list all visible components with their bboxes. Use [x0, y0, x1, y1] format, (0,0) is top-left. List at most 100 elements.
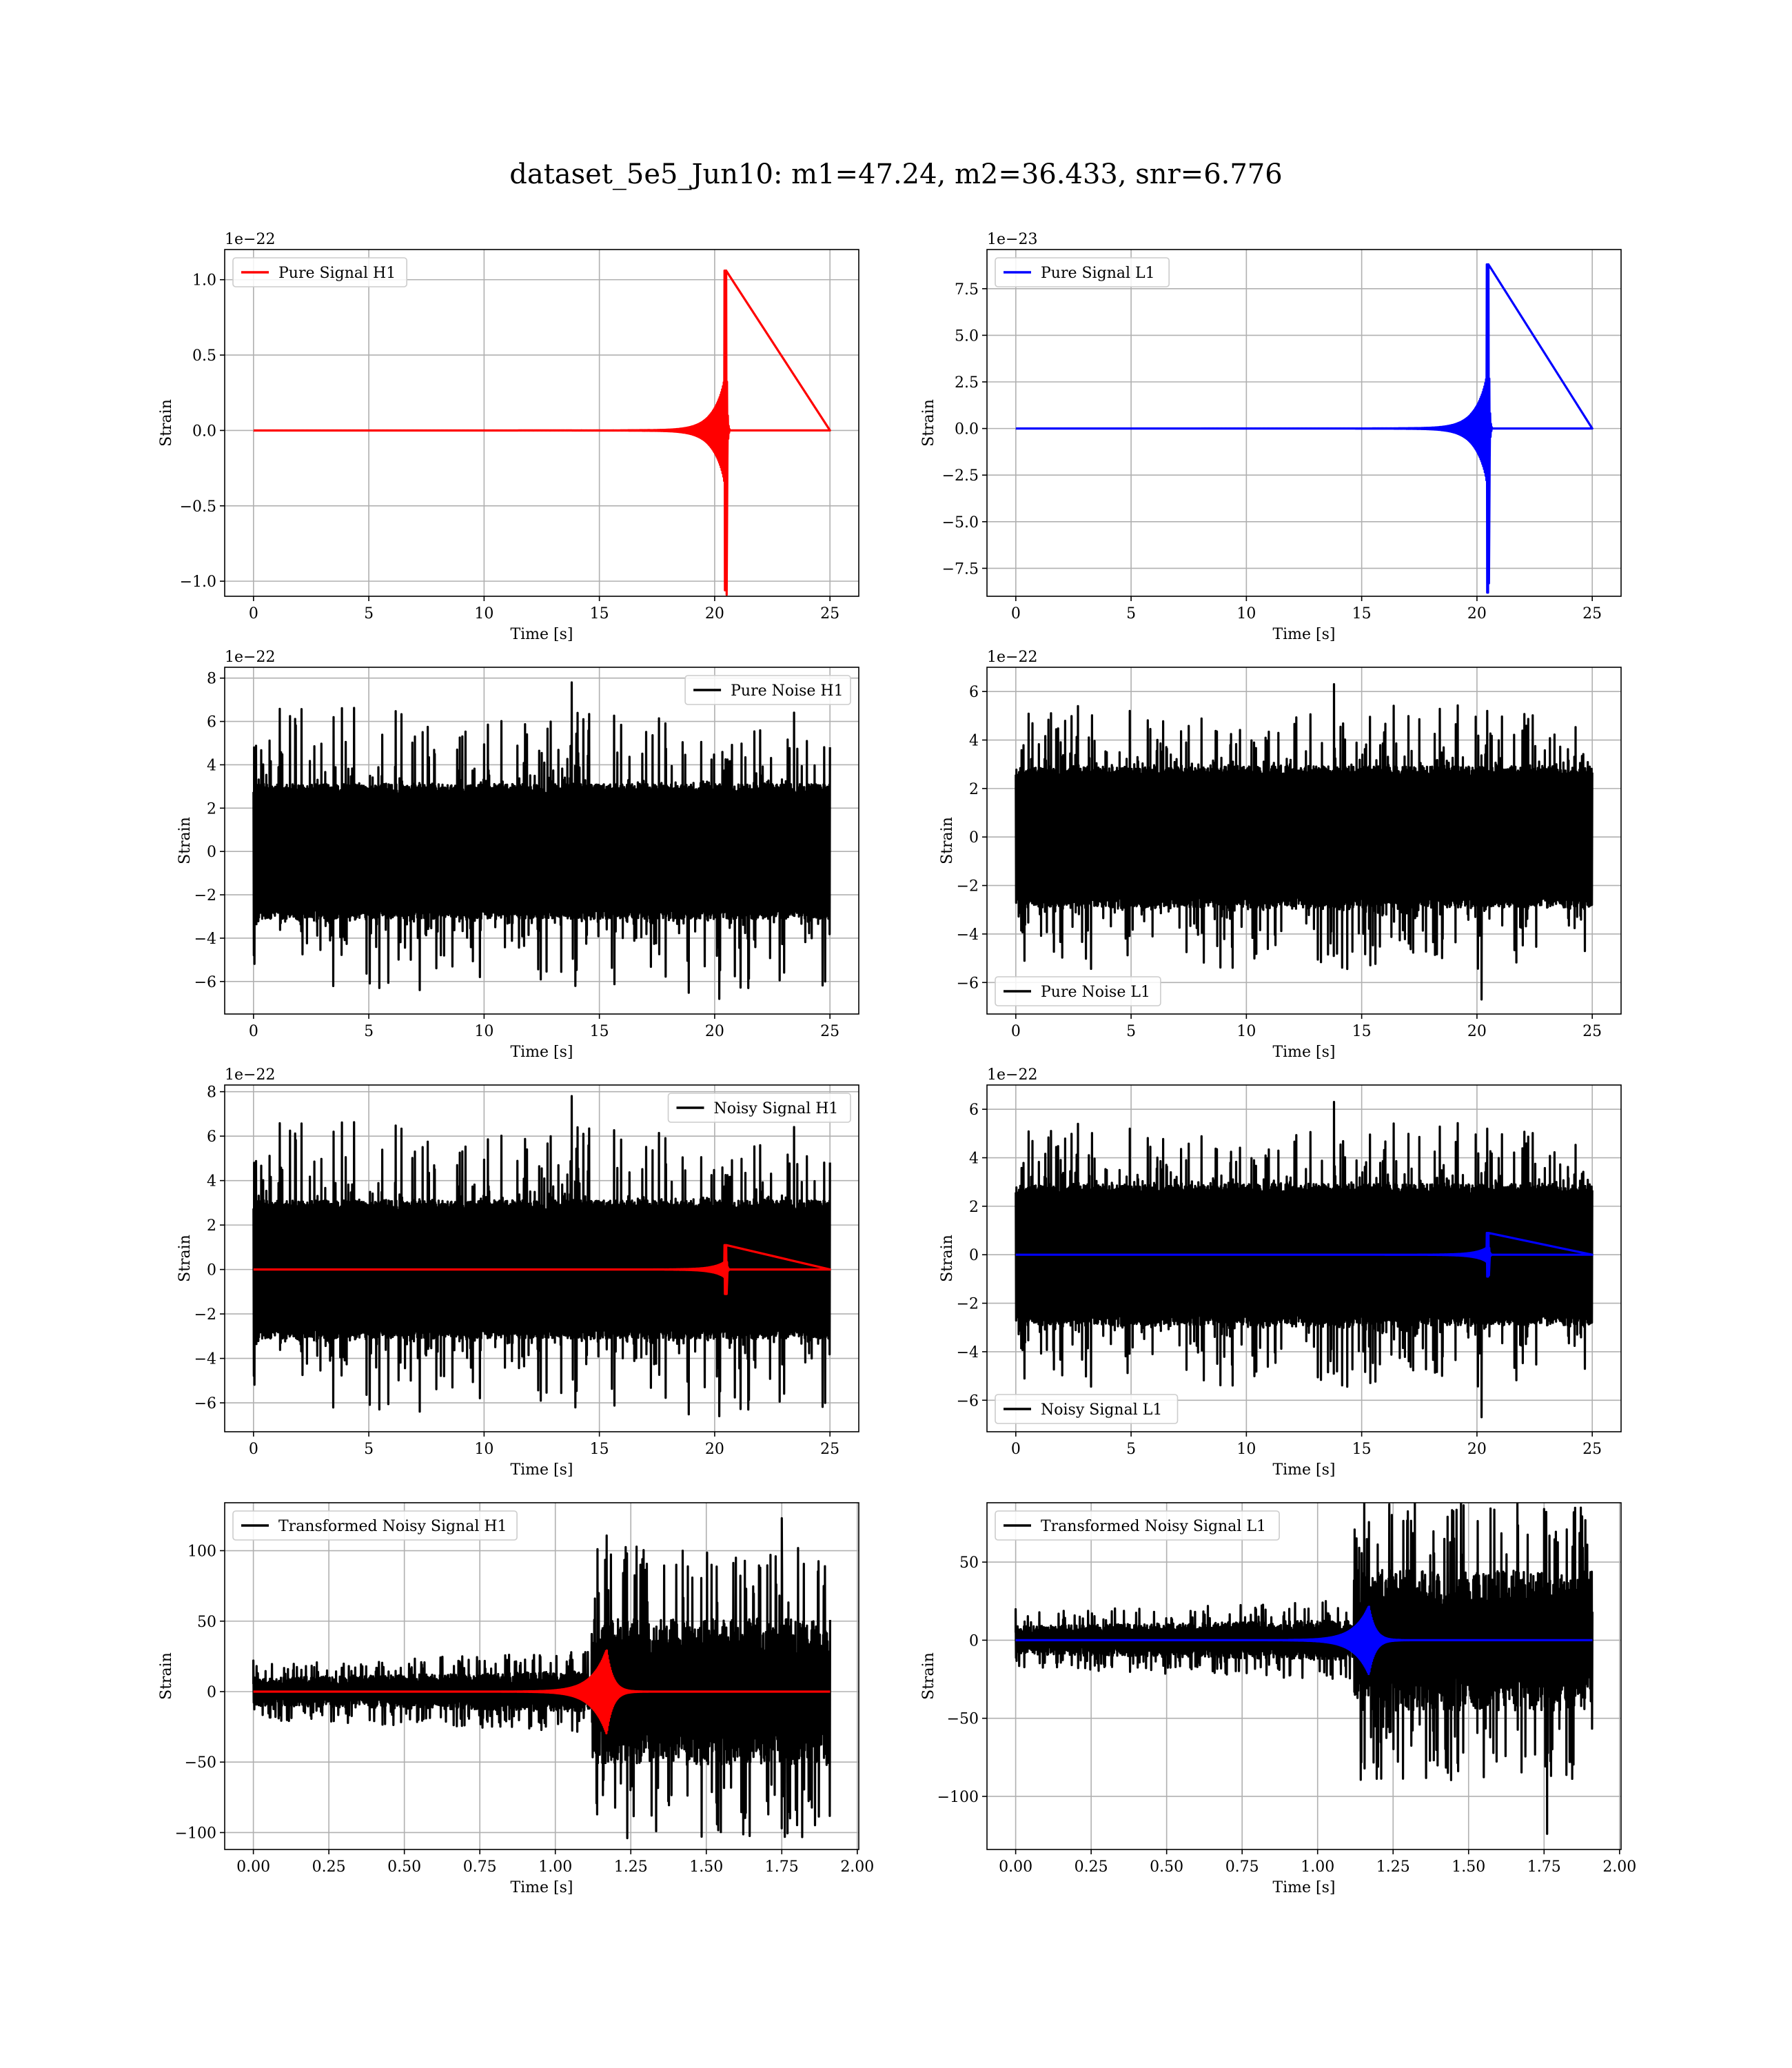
y-axis-label: Strain [176, 817, 194, 864]
legend-box [995, 976, 1161, 1006]
y-tick-label: 0.5 [192, 347, 216, 365]
x-axis-label: Time [s] [510, 1879, 573, 1896]
y-tick-label: 2 [207, 1217, 216, 1235]
chart-panel-pure-noise-l1: 0 5 10 15 20 25 −6 −4 −2 0 2 4 6 1e−22 Time [s] Strain P… [939, 649, 1622, 1061]
legend-label: Pure Signal L1 [1041, 265, 1155, 282]
offset-text: 1e−22 [225, 231, 275, 248]
series-line-0 [1015, 1503, 1594, 1835]
y-tick-label: −2 [957, 878, 979, 895]
y-tick-label: −6 [957, 1392, 979, 1410]
x-tick-label: 2.00 [840, 1858, 874, 1876]
y-tick-label: 6 [207, 714, 216, 731]
x-tick-label: 10 [474, 605, 493, 622]
x-tick-label: 5 [1126, 1441, 1136, 1458]
x-tick-label: 0.00 [999, 1858, 1032, 1876]
x-tick-label: 0 [1011, 1023, 1021, 1040]
x-tick-label: 0.75 [463, 1858, 497, 1876]
axes-frame [224, 1502, 859, 1850]
series-line-1 [252, 1649, 831, 1734]
series-line-0 [1015, 683, 1594, 1001]
chart-panel-transformed-h1: 0.00 0.25 0.50 0.75 1.00 1.25 1.50 1.75 2.00 −100… [158, 1502, 874, 1896]
y-axis-label: Strain [920, 399, 937, 447]
x-tick-label: 1.50 [689, 1858, 723, 1876]
x-tick-label: 25 [820, 605, 839, 622]
legend-box [232, 257, 407, 287]
y-tick-label: 1.0 [192, 272, 216, 290]
x-tick-label: 25 [820, 1441, 839, 1458]
y-tick-label: 0 [969, 829, 979, 847]
x-tick-label: 1.75 [1527, 1858, 1561, 1876]
y-axis-label: Strain [939, 1235, 956, 1282]
x-tick-label: 10 [1236, 1023, 1256, 1040]
series-line-0 [252, 681, 831, 1000]
x-tick-label: 1.25 [1376, 1858, 1410, 1876]
x-tick-label: 0.00 [236, 1858, 270, 1876]
legend: Transformed Noisy Signal H1 [232, 1510, 518, 1541]
x-axis-label: Time [s] [510, 626, 573, 643]
y-tick-label: −100 [937, 1789, 979, 1806]
y-tick-label: −4 [957, 926, 979, 944]
x-axis-label: Time [s] [1272, 1879, 1335, 1896]
plot-area [252, 1095, 831, 1417]
x-tick-label: 15 [590, 1441, 609, 1458]
y-tick-label: 0 [207, 844, 216, 861]
legend-label: Transformed Noisy Signal H1 [278, 1518, 507, 1535]
x-tick-label: 20 [1467, 605, 1487, 622]
offset-text: 1e−22 [987, 1066, 1037, 1084]
y-axis-label: Strain [158, 399, 175, 447]
x-axis-label: Time [s] [1272, 626, 1335, 643]
y-axis-label: Strain [176, 1235, 194, 1282]
y-tick-label: 4 [207, 757, 216, 774]
y-tick-label: 8 [207, 1084, 216, 1102]
x-tick-label: 0.50 [387, 1858, 421, 1876]
legend: Pure Noise H1 [684, 675, 851, 705]
x-tick-label: 0 [249, 605, 258, 622]
plot-area [1015, 263, 1594, 594]
legend: Pure Noise L1 [995, 976, 1161, 1006]
legend-box [995, 1394, 1179, 1424]
legend-label: Noisy Signal H1 [714, 1100, 839, 1117]
series-line-0 [252, 1517, 831, 1840]
legend-label: Pure Noise H1 [731, 682, 844, 700]
chart-panel-noisy-signal-h1: 0 5 10 15 20 25 −6 −4 −2 0 2 4 6 8 1e−22 Time [s] Strain… [176, 1066, 859, 1479]
x-tick-label: 0 [1011, 1441, 1021, 1458]
axes-frame [224, 249, 859, 597]
x-tick-label: 20 [705, 1441, 724, 1458]
y-tick-label: 2 [207, 800, 216, 818]
chart-panel-pure-noise-h1: 0 5 10 15 20 25 −6 −4 −2 0 2 4 6 8 1e−22 Time [s] Strain… [176, 649, 859, 1061]
x-axis-label: Time [s] [1272, 1461, 1335, 1479]
x-tick-label: 1.25 [614, 1858, 648, 1876]
legend-label: Noisy Signal L1 [1041, 1401, 1162, 1419]
series-line-0 [1015, 1101, 1594, 1419]
legend: Pure Signal H1 [232, 257, 407, 287]
x-tick-label: 0 [249, 1023, 258, 1040]
legend: Transformed Noisy Signal L1 [995, 1510, 1280, 1541]
series-line-1 [252, 1244, 831, 1295]
chart-panel-transformed-l1: 0.00 0.25 0.50 0.75 1.00 1.25 1.50 1.75 2.00 −100… [920, 1502, 1636, 1896]
offset-text: 1e−22 [225, 649, 275, 666]
x-tick-label: 10 [474, 1023, 493, 1040]
chart-panel-pure-signal-h1: 0 5 10 15 20 25 −1.0 −0.5 0.0 0.5 1.0 1e−22 Time [s]… [158, 231, 859, 643]
x-tick-label: 1.00 [538, 1858, 572, 1876]
x-tick-label: 25 [1582, 1023, 1602, 1040]
chart-panel-pure-signal-l1: 0 5 10 15 20 25 −7.5 −5.0 −2.5 0.0 2.5 5.0 7.5 1e−23 T… [920, 231, 1622, 643]
y-tick-label: 50 [959, 1554, 979, 1572]
legend-label: Pure Noise L1 [1041, 984, 1150, 1001]
y-tick-label: 50 [197, 1614, 216, 1631]
axes-frame [986, 667, 1622, 1015]
x-tick-label: 1.75 [765, 1858, 799, 1876]
offset-text: 1e−22 [225, 1066, 275, 1084]
y-tick-label: −2.5 [942, 467, 979, 485]
x-tick-label: 0.75 [1225, 1858, 1259, 1876]
x-tick-label: 25 [1582, 605, 1602, 622]
offset-text: 1e−23 [987, 231, 1037, 248]
y-tick-label: 0 [969, 1632, 979, 1650]
x-tick-label: 25 [1582, 1441, 1602, 1458]
y-tick-label: 7.5 [955, 281, 979, 298]
y-tick-label: 100 [187, 1543, 216, 1561]
y-tick-label: −4 [194, 931, 216, 948]
y-tick-label: −1.0 [180, 574, 216, 591]
x-tick-label: 0 [249, 1441, 258, 1458]
series-line-0 [252, 1095, 831, 1417]
y-tick-label: 2 [969, 781, 979, 798]
